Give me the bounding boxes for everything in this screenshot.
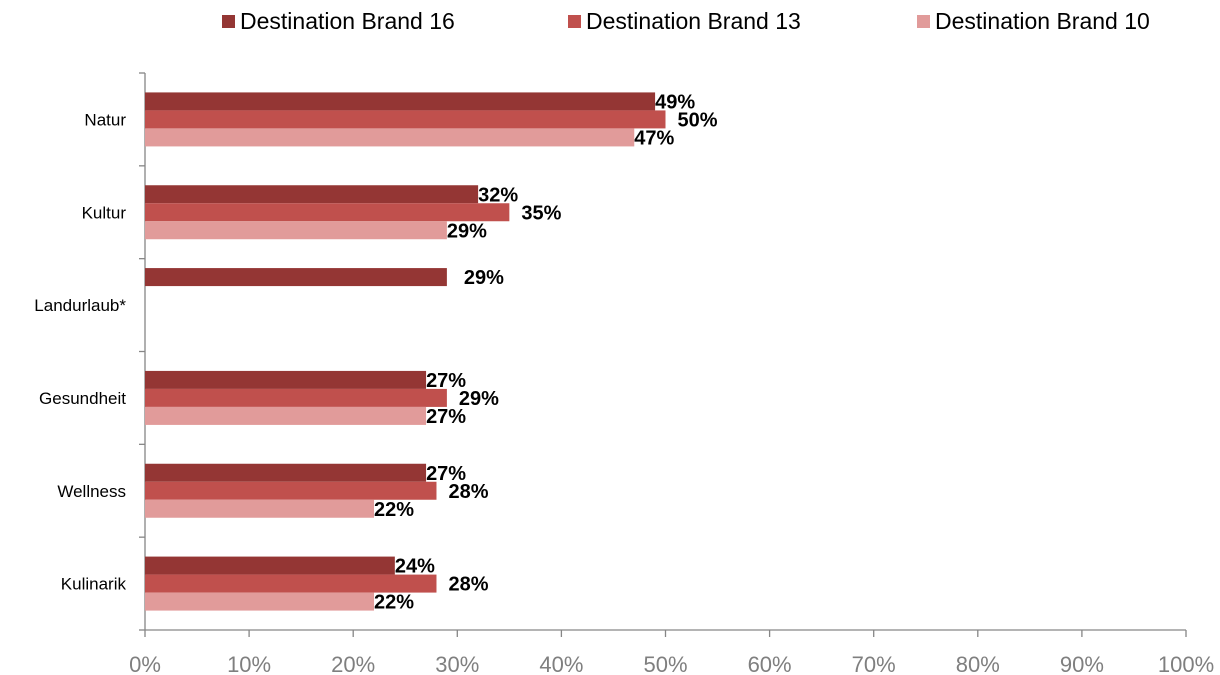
legend-label: Destination Brand 13 — [586, 8, 801, 34]
x-tick-label: 10% — [227, 652, 271, 675]
bar — [145, 370, 427, 389]
data-label: 50% — [678, 109, 718, 131]
bar — [145, 92, 656, 111]
category-label: Natur — [84, 110, 126, 129]
data-label: 28% — [448, 481, 488, 503]
data-label: 29% — [459, 388, 499, 410]
x-tick-label: 0% — [129, 652, 161, 675]
category-label: Gesundheit — [39, 389, 126, 408]
legend-item-destination-brand-13: Destination Brand 13 — [568, 8, 801, 35]
bar — [145, 499, 375, 518]
data-label: 29% — [447, 220, 487, 242]
bar — [145, 203, 510, 222]
bar — [145, 574, 437, 593]
data-label: 29% — [464, 267, 504, 289]
x-tick-label: 40% — [539, 652, 583, 675]
bar — [145, 110, 666, 129]
data-label: 24% — [395, 556, 435, 578]
bar — [145, 128, 635, 147]
x-tick-label: 100% — [1158, 652, 1214, 675]
bar — [145, 481, 437, 500]
legend-item-destination-brand-16: Destination Brand 16 — [222, 8, 455, 35]
data-label: 22% — [374, 499, 414, 521]
x-tick-label: 70% — [852, 652, 896, 675]
data-label: 27% — [426, 406, 466, 428]
legend-swatch — [222, 15, 235, 28]
legend-swatch — [568, 15, 581, 28]
bar — [145, 592, 375, 611]
x-tick-label: 50% — [643, 652, 687, 675]
bar — [145, 463, 427, 482]
legend-label: Destination Brand 16 — [240, 8, 455, 34]
x-tick-label: 90% — [1060, 652, 1104, 675]
bar — [145, 406, 427, 425]
category-label: Kultur — [82, 203, 127, 222]
data-label: 27% — [426, 370, 466, 392]
category-label: Kulinarik — [61, 575, 127, 594]
category-label: Wellness — [57, 482, 126, 501]
data-label: 22% — [374, 592, 414, 614]
x-tick-label: 20% — [331, 652, 375, 675]
bar — [145, 185, 479, 204]
data-label: 27% — [426, 463, 466, 485]
data-label: 35% — [521, 202, 561, 224]
legend: Destination Brand 16 Destination Brand 1… — [0, 8, 1220, 38]
data-label: 47% — [634, 127, 674, 149]
x-tick-label: 60% — [748, 652, 792, 675]
legend-swatch — [917, 15, 930, 28]
legend-item-destination-brand-10: Destination Brand 10 — [917, 8, 1150, 35]
bar — [145, 268, 447, 287]
category-label: Landurlaub* — [34, 296, 126, 315]
bar — [145, 388, 447, 407]
data-label: 28% — [448, 574, 488, 596]
x-tick-label: 30% — [435, 652, 479, 675]
bar — [145, 221, 447, 240]
data-label: 49% — [655, 91, 695, 113]
bar — [145, 556, 395, 575]
x-tick-label: 80% — [956, 652, 1000, 675]
data-label: 32% — [478, 184, 518, 206]
legend-label: Destination Brand 10 — [935, 8, 1150, 34]
